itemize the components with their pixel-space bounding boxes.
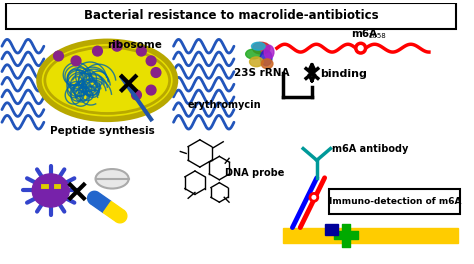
FancyBboxPatch shape	[6, 3, 456, 29]
Text: 23S rRNA: 23S rRNA	[234, 68, 289, 78]
Ellipse shape	[261, 59, 273, 69]
Text: DNA probe: DNA probe	[225, 168, 285, 178]
Circle shape	[151, 68, 161, 77]
Circle shape	[137, 46, 146, 56]
Ellipse shape	[252, 42, 265, 50]
Polygon shape	[91, 192, 111, 213]
Circle shape	[310, 194, 318, 201]
Bar	[283, 228, 458, 243]
Circle shape	[92, 46, 102, 56]
Ellipse shape	[249, 57, 263, 67]
Ellipse shape	[264, 45, 274, 59]
Text: Bacterial resistance to macrolide-antibiotics: Bacterial resistance to macrolide-antibi…	[84, 10, 378, 22]
Text: Immuno-detection of m6A: Immuno-detection of m6A	[328, 197, 461, 206]
Circle shape	[112, 41, 122, 51]
Circle shape	[71, 56, 81, 66]
Polygon shape	[116, 210, 127, 223]
Ellipse shape	[39, 41, 175, 119]
Ellipse shape	[96, 169, 128, 188]
Text: m6A antibody: m6A antibody	[332, 144, 409, 154]
Circle shape	[54, 51, 64, 61]
Text: 2058: 2058	[368, 33, 386, 39]
Circle shape	[146, 56, 156, 66]
Polygon shape	[103, 201, 124, 221]
Circle shape	[132, 90, 141, 100]
Polygon shape	[88, 191, 99, 204]
FancyBboxPatch shape	[329, 188, 460, 214]
Text: binding: binding	[320, 69, 366, 78]
Ellipse shape	[32, 174, 69, 207]
Text: erythromycin: erythromycin	[187, 100, 261, 110]
Text: m6A: m6A	[351, 29, 377, 39]
Circle shape	[356, 43, 365, 53]
Circle shape	[146, 85, 156, 95]
Ellipse shape	[253, 42, 270, 54]
Ellipse shape	[246, 49, 261, 59]
Ellipse shape	[260, 50, 272, 66]
Bar	[325, 224, 338, 235]
Text: Peptide synthesis: Peptide synthesis	[50, 126, 155, 136]
Text: ribosome: ribosome	[107, 40, 162, 50]
